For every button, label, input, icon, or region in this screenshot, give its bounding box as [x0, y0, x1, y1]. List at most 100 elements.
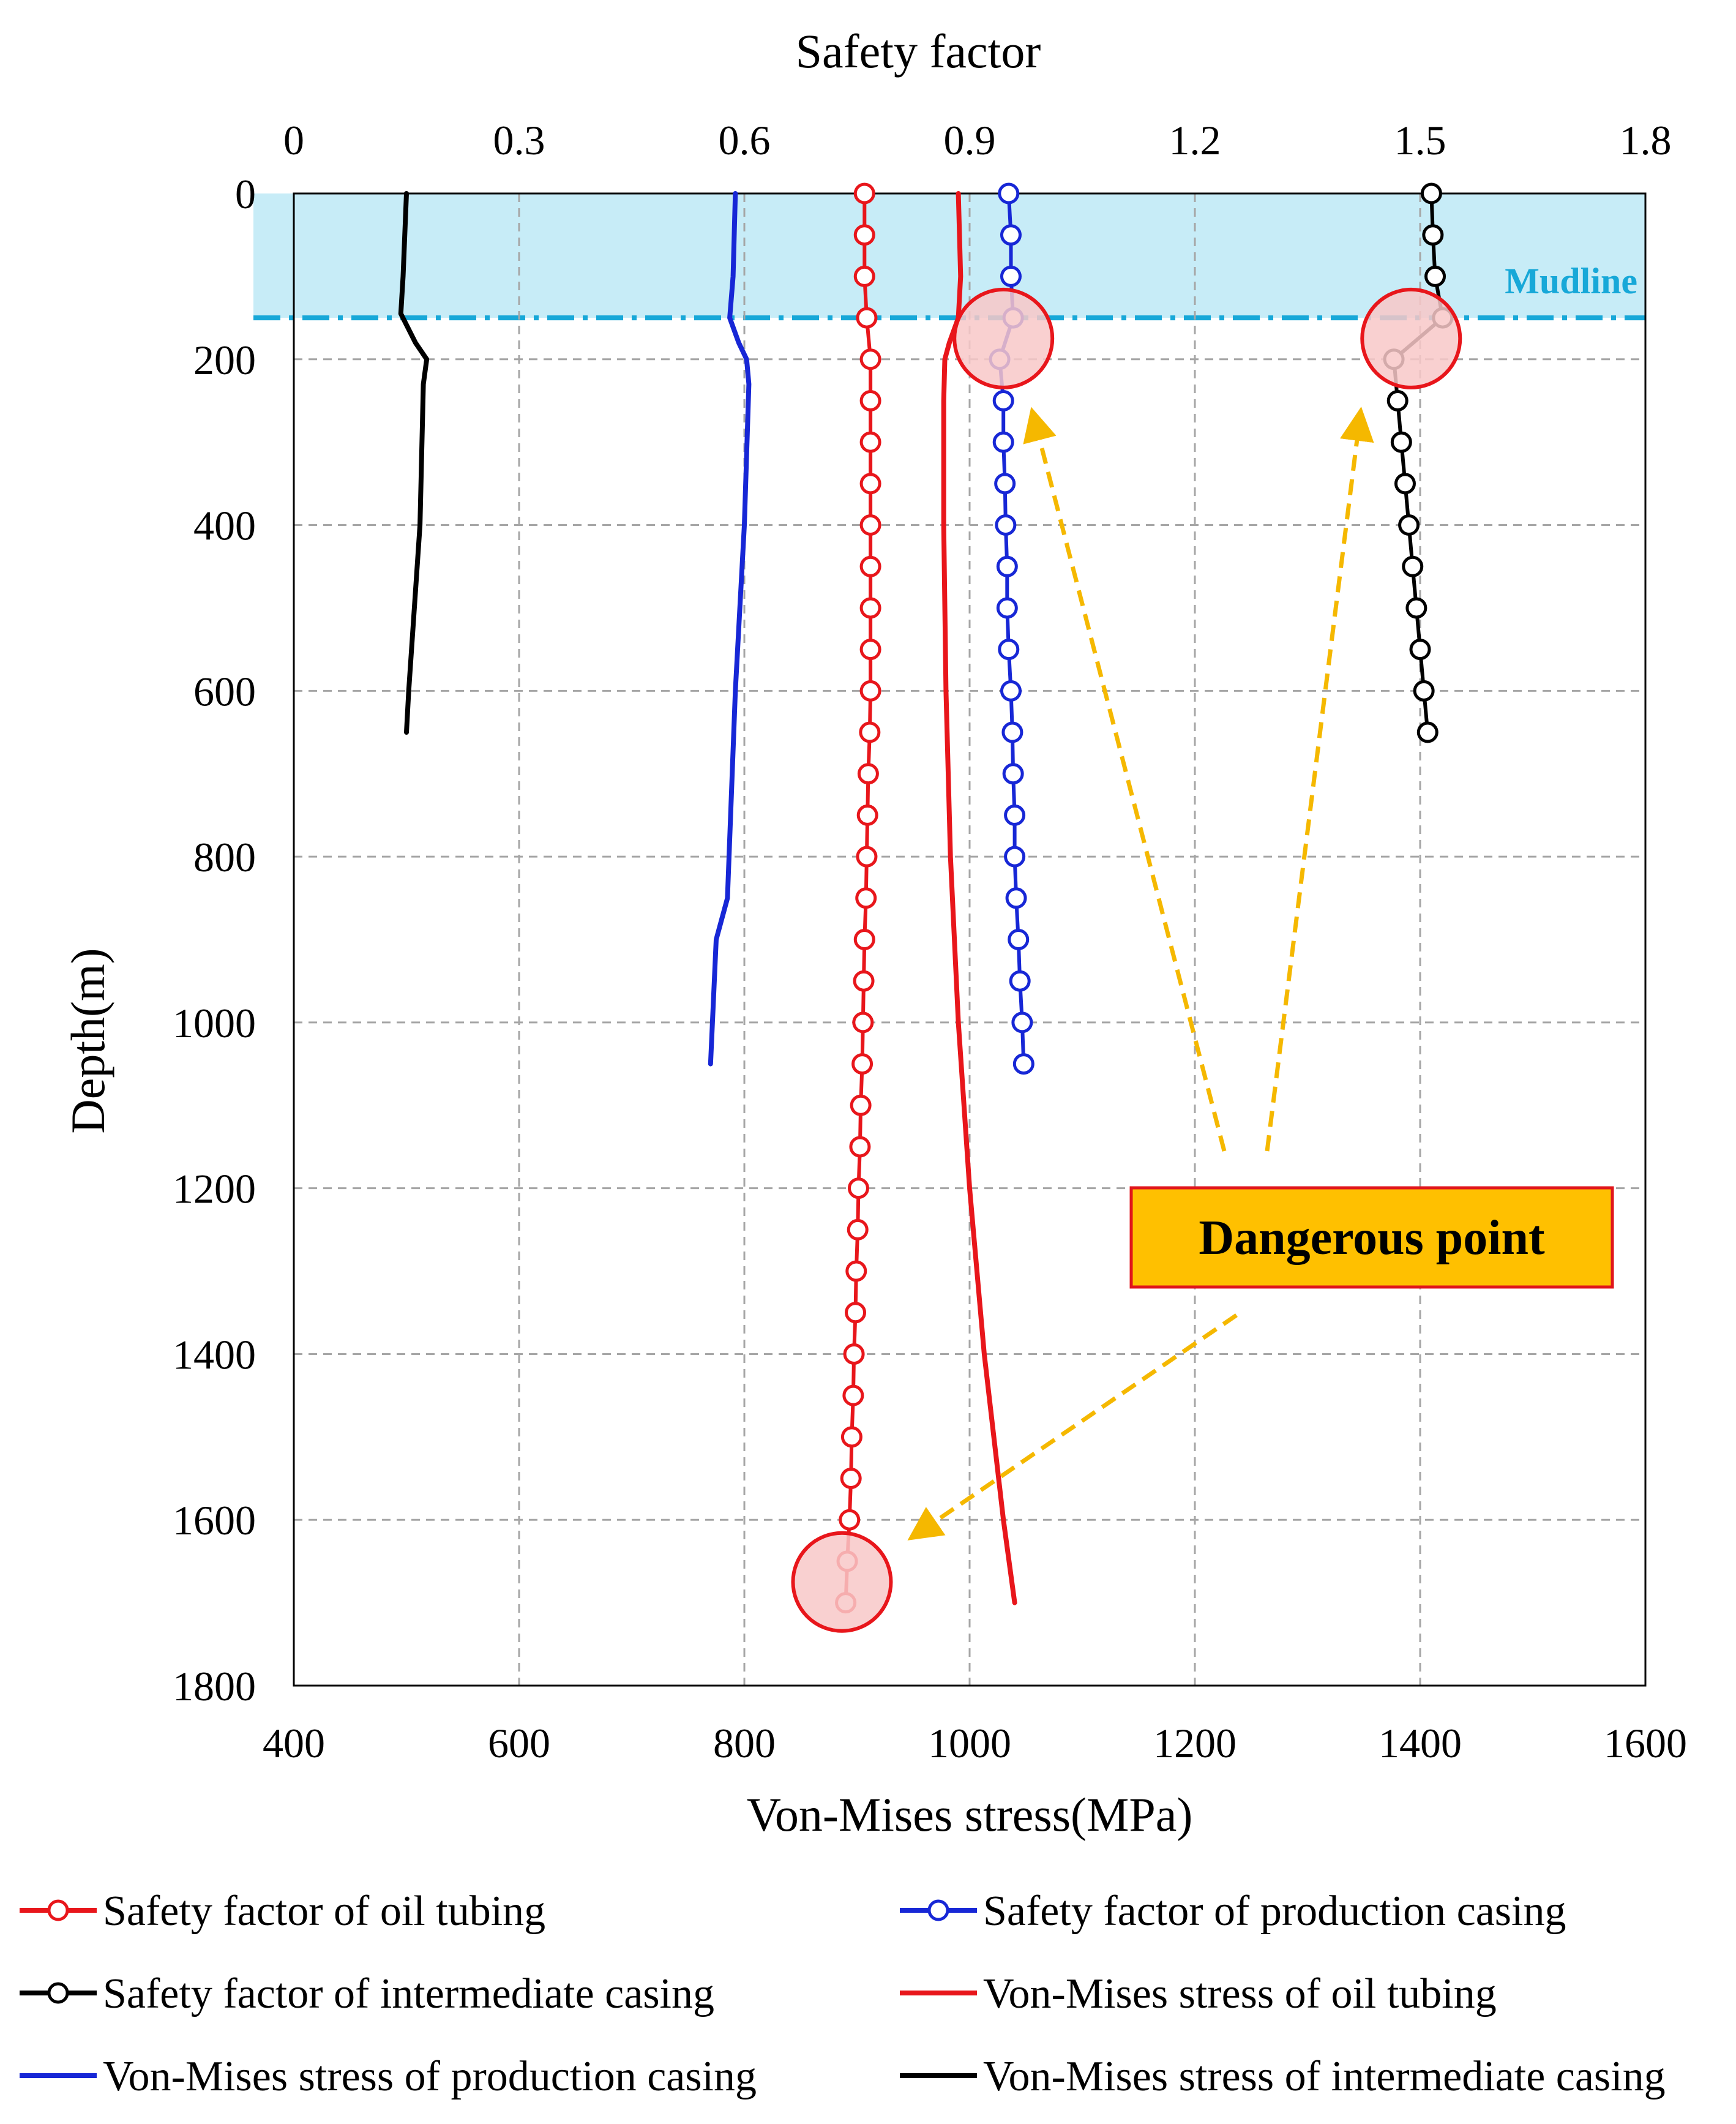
y-tick-label: 1400: [173, 1331, 256, 1378]
data-point: [996, 555, 1018, 577]
y-tick-label: 0: [235, 171, 256, 217]
data-point: [1004, 846, 1026, 868]
data-point: [852, 1011, 874, 1034]
data-point: [845, 1260, 867, 1282]
data-point: [859, 473, 881, 495]
data-point: [857, 763, 879, 785]
plot-border: [293, 192, 1647, 1687]
legend-label: Von-Mises stress of production casing: [103, 2053, 757, 2100]
data-point: [1420, 182, 1442, 205]
series-5: [398, 191, 430, 735]
tick-labels: 0 0.3 0.6 0.9 1.2 1.5 1.8 400 600 800 1000 1200 1400…: [173, 117, 1687, 1766]
data-point: [992, 431, 1014, 453]
bottom-tick-label: 1200: [1153, 1720, 1237, 1766]
data-point: [859, 721, 881, 743]
data-point: [843, 1343, 865, 1365]
legend-label: Safety factor of oil tubing: [103, 1888, 545, 1935]
data-point: [1008, 929, 1030, 950]
series-0: [835, 182, 881, 1614]
grid-layer: [294, 193, 1645, 1686]
data-point: [1424, 265, 1446, 287]
data-point: [1413, 680, 1435, 702]
data-point: [1005, 887, 1027, 909]
callout-arrow: [1265, 407, 1374, 1152]
axis-titles: Safety factor Von-Mises stress(MPa) Dept…: [61, 24, 1192, 1841]
y-axis-title: Depth(m): [61, 948, 114, 1133]
legend-swatch-marker: [927, 1899, 949, 1921]
data-point: [853, 265, 875, 287]
legend-swatch-marker: [47, 1899, 69, 1921]
data-point: [1001, 721, 1023, 743]
y-tick-label: 800: [193, 834, 256, 880]
data-point: [1002, 763, 1024, 785]
data-point: [840, 1468, 862, 1490]
data-point: [859, 514, 881, 536]
callout-label: Dangerous point: [1199, 1211, 1545, 1265]
legend-item-0: Safety factor of oil tubing: [20, 1888, 545, 1935]
data-point: [1012, 1053, 1034, 1075]
top-tick-label: 1.8: [1620, 117, 1672, 163]
legend-item-3: Von-Mises stress of oil tubing: [900, 1970, 1497, 2017]
legend-label: Safety factor of production casing: [983, 1888, 1566, 1935]
y-tick-label: 400: [193, 503, 256, 549]
data-point: [1004, 804, 1026, 826]
mudline-layer: Mudline: [253, 193, 1645, 321]
top-tick-label: 1.2: [1169, 117, 1221, 163]
callout-arrow: [1023, 407, 1227, 1152]
top-axis-title: Safety factor: [796, 24, 1041, 78]
data-point: [994, 473, 1016, 495]
data-point: [850, 1094, 872, 1116]
legend-item-4: Von-Mises stress of production casing: [20, 2053, 757, 2100]
bottom-tick-label: 600: [488, 1720, 550, 1766]
data-point: [853, 182, 875, 205]
danger-point-circle: [952, 287, 1055, 389]
data-point: [856, 804, 878, 826]
data-point: [842, 1384, 864, 1406]
data-point: [847, 1218, 869, 1240]
data-point: [1409, 639, 1431, 661]
data-point: [859, 431, 881, 453]
data-point: [853, 970, 875, 992]
top-tick-label: 0.6: [719, 117, 771, 163]
data-point: [859, 389, 881, 411]
bottom-tick-label: 1400: [1379, 1720, 1462, 1766]
top-tick-label: 0.9: [944, 117, 996, 163]
callout-box: [1129, 1186, 1614, 1289]
data-point: [1000, 224, 1022, 246]
legend-label: Von-Mises stress of oil tubing: [983, 1970, 1497, 2017]
legend: Safety factor of oil tubing Safety factor…: [20, 1888, 1666, 2100]
bottom-tick-label: 1600: [1604, 1720, 1687, 1766]
data-point: [839, 1509, 861, 1531]
bottom-tick-label: 400: [263, 1720, 325, 1766]
danger-points: [791, 287, 1462, 1633]
bottom-tick-label: 1000: [928, 1720, 1011, 1766]
legend-label: Safety factor of intermediate casing: [103, 1970, 714, 2017]
data-point: [856, 307, 878, 329]
data-point: [1405, 597, 1427, 619]
danger-point-circle: [1360, 287, 1462, 389]
top-tick-label: 0.3: [493, 117, 545, 163]
data-point: [851, 1053, 874, 1075]
data-point: [859, 597, 881, 619]
plot-frame: [293, 192, 1647, 1687]
data-point: [856, 846, 878, 868]
data-point: [853, 224, 875, 246]
data-point: [1422, 224, 1444, 246]
series-line: [708, 191, 752, 1067]
data-point: [1009, 970, 1031, 992]
series-layer: [398, 182, 1454, 1614]
data-point: [845, 1302, 867, 1324]
data-point: [1386, 389, 1409, 411]
mudline-label: Mudline: [1505, 261, 1637, 301]
data-point: [996, 597, 1018, 619]
data-point: [859, 680, 881, 702]
data-point: [1402, 555, 1424, 577]
data-point: [995, 514, 1017, 536]
top-tick-label: 1.5: [1394, 117, 1446, 163]
annotation-layer: Dangerous point: [907, 407, 1614, 1540]
legend-swatch-marker: [47, 1982, 69, 2004]
y-tick-label: 1600: [173, 1497, 256, 1544]
danger-point-circle: [791, 1531, 893, 1633]
data-point: [1394, 473, 1416, 495]
